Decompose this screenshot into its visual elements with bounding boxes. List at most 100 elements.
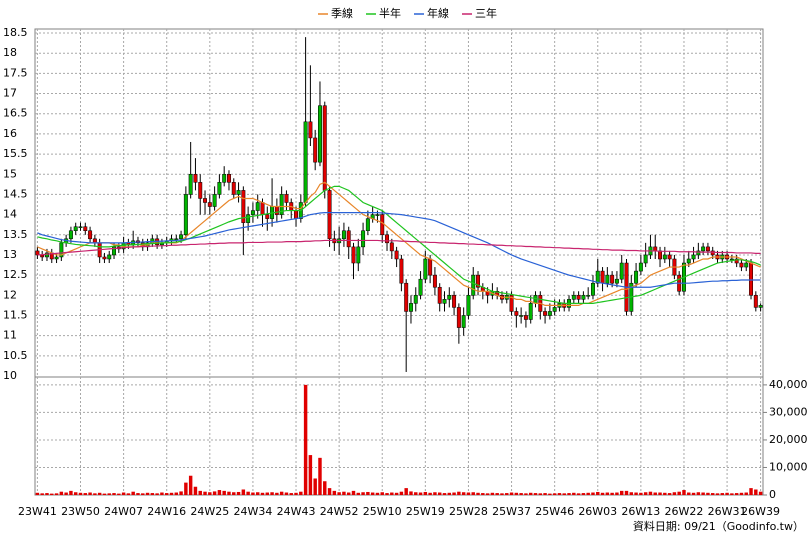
volume-bar xyxy=(643,492,648,495)
candle-body xyxy=(207,202,212,207)
candle-body xyxy=(634,270,639,284)
volume-bar xyxy=(634,492,638,495)
candle-body xyxy=(653,246,658,252)
y2-tick-label: 30,000 xyxy=(769,405,808,418)
volume-bar xyxy=(83,493,88,495)
volume-bar xyxy=(131,491,135,495)
candle-body xyxy=(428,258,433,276)
candle-body xyxy=(696,250,701,256)
candle-body xyxy=(471,274,476,296)
volume-bar xyxy=(543,493,547,495)
candle-body xyxy=(605,274,610,284)
x-tick-label: 23W41 xyxy=(18,505,57,518)
y-tick-label: 11 xyxy=(3,329,17,342)
volume-bar xyxy=(179,491,183,495)
volume-bar xyxy=(93,493,97,495)
y-tick-label: 14 xyxy=(3,208,17,221)
candle-body xyxy=(581,295,586,300)
candle-body xyxy=(44,252,49,258)
candle-body xyxy=(40,254,45,258)
candle-body xyxy=(255,202,260,211)
volume-bar xyxy=(174,492,179,495)
candle-body xyxy=(729,258,734,261)
candle-body xyxy=(346,230,351,248)
candle-body xyxy=(595,270,600,284)
volume-bar xyxy=(346,492,351,495)
candle-body xyxy=(643,254,648,264)
candle-body xyxy=(78,226,83,228)
volume-bar xyxy=(232,492,236,495)
candle-body xyxy=(226,174,231,183)
volume-bar xyxy=(155,493,159,495)
y2-tick-label: 0 xyxy=(769,488,776,501)
volume-bar xyxy=(505,493,509,495)
x-tick-label: 24W43 xyxy=(277,505,316,518)
candle-body xyxy=(294,210,299,219)
candle-body xyxy=(73,226,78,231)
volume-bar xyxy=(744,492,748,495)
volume-bar xyxy=(485,493,490,495)
y-tick-label: 17.5 xyxy=(3,66,28,79)
candle-body xyxy=(265,214,270,219)
volume-bar xyxy=(184,482,188,495)
volume-bar xyxy=(356,492,361,495)
volume-bar xyxy=(663,492,667,495)
x-tick-label: 24W16 xyxy=(147,505,186,518)
volume-bar xyxy=(164,493,169,495)
candle-body xyxy=(317,105,322,163)
candle-body xyxy=(380,214,385,236)
candle-body xyxy=(112,246,117,256)
volume-bar xyxy=(308,455,313,495)
candle-body xyxy=(203,198,208,203)
candle-body xyxy=(586,295,591,297)
candle-body xyxy=(701,246,706,252)
volume-bar xyxy=(327,488,332,495)
volume-bar xyxy=(318,457,322,495)
y2-tick-label: 40,000 xyxy=(769,378,808,391)
x-tick-label: 25W28 xyxy=(449,505,488,518)
volume-bar xyxy=(586,492,590,495)
volume-bar xyxy=(342,491,346,495)
candle-body xyxy=(246,214,251,223)
candle-body xyxy=(705,246,710,252)
volume-bar xyxy=(275,492,279,495)
y-tick-label: 18.5 xyxy=(3,26,28,39)
candle-body xyxy=(610,274,615,284)
volume-bar xyxy=(749,488,753,495)
x-tick-label: 26W13 xyxy=(621,505,660,518)
volume-bar xyxy=(428,492,432,495)
candle-body xyxy=(241,190,246,223)
candle-body xyxy=(394,250,399,260)
x-tick-label: 25W37 xyxy=(492,505,531,518)
volume-bar xyxy=(313,478,317,495)
volume-bar xyxy=(246,491,250,495)
volume-bar xyxy=(677,491,681,495)
volume-bar xyxy=(739,492,744,495)
candle-body xyxy=(466,295,471,316)
candle-body xyxy=(749,262,754,296)
candle-body xyxy=(365,218,370,231)
volume-bar xyxy=(193,486,198,495)
volume-bar xyxy=(591,492,595,495)
volume-bar xyxy=(337,492,341,495)
volume-bar xyxy=(524,493,528,495)
volume-bar xyxy=(557,493,562,495)
volume-bar xyxy=(514,492,519,495)
volume-bar xyxy=(452,492,456,495)
x-tick-label: 25W19 xyxy=(406,505,445,518)
x-tick-label: 26W31 xyxy=(708,505,747,518)
volume-bar xyxy=(610,492,614,495)
volume-bar xyxy=(457,491,461,495)
x-tick-label: 26W03 xyxy=(578,505,617,518)
volume-bar xyxy=(50,493,54,495)
candle-body xyxy=(284,194,289,203)
volume-bar xyxy=(394,492,399,495)
y2-tick-label: 10,000 xyxy=(769,460,808,473)
volume-bar xyxy=(73,492,78,495)
volume-bar xyxy=(102,493,107,495)
volume-bar xyxy=(208,492,212,495)
candle-body xyxy=(92,238,97,244)
candle-body xyxy=(456,307,461,328)
volume-bar xyxy=(653,492,657,495)
